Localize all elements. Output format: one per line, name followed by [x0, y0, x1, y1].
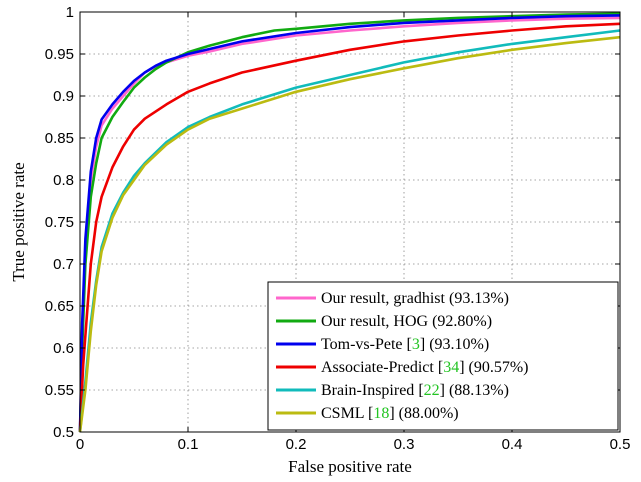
y-tick-label: 0.9 [53, 88, 74, 105]
y-tick-label: 0.55 [45, 382, 74, 399]
x-tick-label: 0.2 [286, 436, 307, 453]
x-tick-label: 0 [76, 436, 84, 453]
legend: Our result, gradhist (93.13%) Our result,… [267, 281, 619, 431]
series-line-6 [78, 35, 621, 433]
x-tick-label: 0.4 [502, 436, 523, 453]
legend-box [267, 281, 619, 431]
y-tick-label: 0.65 [45, 298, 74, 315]
x-tick-label: 0.1 [178, 436, 199, 453]
y-axis-title: True positive rate [9, 162, 28, 281]
series-line-3 [78, 14, 621, 433]
tick-layer: 0 0.1 0.2 0.3 0.4 0.5 0.5 0.55 0.6 0.65 0.7 0.75 0.8… [45, 4, 631, 453]
legend-label-2: Our result, HOG (92.80%) [321, 313, 492, 330]
series-layer [78, 12, 621, 433]
y-tick-label: 1 [66, 4, 74, 21]
y-tick-label: 0.8 [53, 172, 74, 189]
x-axis-title: False positive rate [288, 457, 412, 476]
y-tick-label: 0.6 [53, 340, 74, 357]
legend-label-4: Associate-Predict [34] (90.57%) [321, 359, 529, 376]
y-tick-label: 0.95 [45, 46, 74, 63]
y-tick-label: 0.7 [53, 256, 74, 273]
y-tick-label: 0.75 [45, 214, 74, 231]
legend-label-3: Tom-vs-Pete [3] (93.10%) [321, 336, 489, 353]
x-tick-label: 0.5 [610, 436, 631, 453]
y-tick-label: 0.85 [45, 130, 74, 147]
legend-label-1: Our result, gradhist (93.13%) [321, 290, 509, 307]
series-line-4 [78, 22, 621, 433]
series-line-2 [78, 12, 621, 433]
legend-label-6: CSML [18] (88.00%) [321, 405, 459, 422]
y-tick-label: 0.5 [53, 424, 74, 441]
x-tick-label: 0.3 [394, 436, 415, 453]
legend-label-5: Brain-Inspired [22] (88.13%) [321, 382, 509, 399]
